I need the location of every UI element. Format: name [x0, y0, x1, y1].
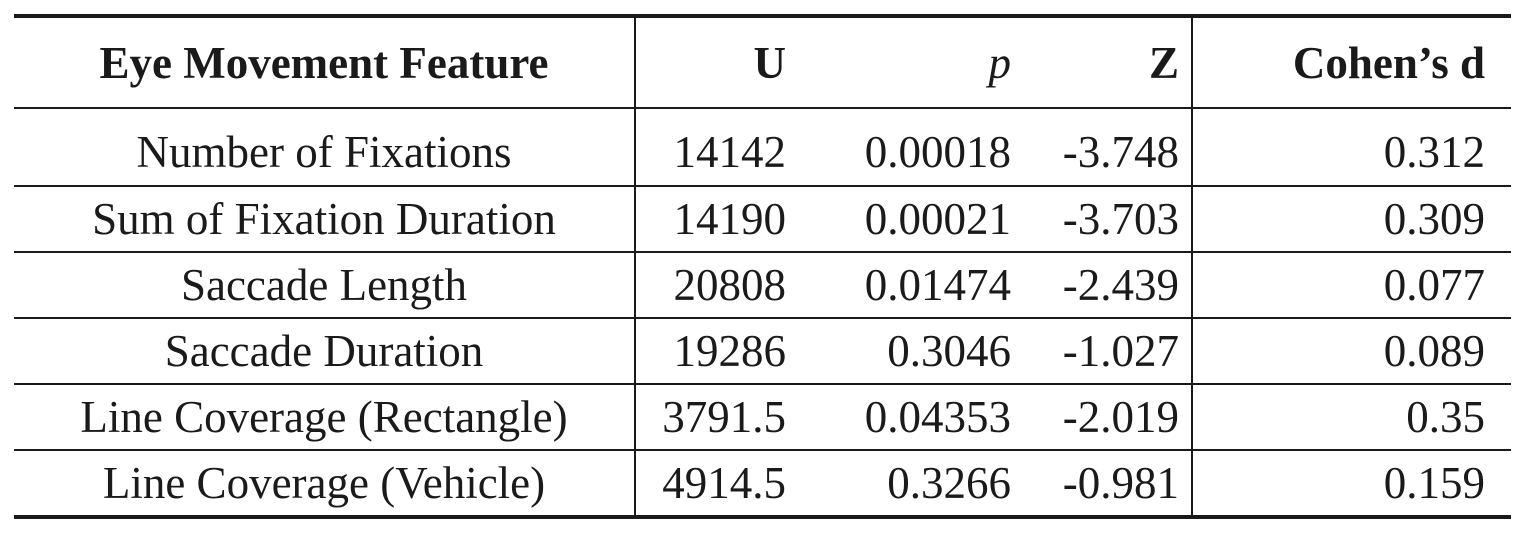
u-cell: 20808 [636, 253, 798, 317]
z-cell-value: -2.019 [1062, 392, 1179, 442]
feature-cell-value: Saccade Duration [164, 326, 484, 376]
u-cell-value: 20808 [673, 260, 787, 310]
p-cell: 0.00021 [798, 187, 1011, 251]
cohens-d-cell: 0.077 [1193, 253, 1511, 317]
z-cell: -3.748 [1011, 109, 1193, 185]
row-divider [14, 317, 1511, 319]
feature-cell-value: Number of Fixations [136, 127, 512, 177]
feature-cell-value: Line Coverage (Vehicle) [102, 458, 546, 508]
cohens-d-cell: 0.159 [1193, 451, 1511, 515]
header-d: Cohen’s d [1193, 18, 1511, 107]
z-cell-value: -2.439 [1062, 260, 1179, 310]
bottom-rule [14, 515, 1511, 519]
z-cell: -2.439 [1011, 253, 1193, 317]
header-feature: Eye Movement Feature [14, 18, 636, 107]
header-u-label: U [753, 37, 787, 88]
table-row: Line Coverage (Rectangle) 3791.5 0.04353 -2… [14, 385, 1511, 449]
table-row: Saccade Duration 19286 0.3046 -1.027 0.089 [14, 319, 1511, 383]
p-cell: 0.01474 [798, 253, 1011, 317]
table-row: Line Coverage (Vehicle) 4914.5 0.3266 -0.98… [14, 451, 1511, 515]
table-header-row: Eye Movement Feature U p Z Cohen’s d [14, 18, 1511, 107]
u-cell-value: 4914.5 [662, 458, 786, 508]
feature-cell: Line Coverage (Rectangle) [14, 385, 636, 449]
feature-cell: Line Coverage (Vehicle) [14, 451, 636, 515]
header-z-label: Z [1148, 37, 1179, 88]
row-divider [14, 449, 1511, 451]
feature-cell: Saccade Length [14, 253, 636, 317]
cohens-d-cell-value: 0.312 [1383, 127, 1485, 177]
row-divider [14, 185, 1511, 187]
p-cell-value: 0.04353 [864, 392, 1011, 442]
statistics-table: Eye Movement Feature U p Z Cohen’s d Num… [14, 14, 1511, 519]
p-cell-value: 0.3266 [887, 458, 1011, 508]
cohens-d-cell-value: 0.089 [1383, 326, 1485, 376]
p-cell: 0.3266 [798, 451, 1011, 515]
z-cell: -2.019 [1011, 385, 1193, 449]
header-rule [14, 107, 1511, 109]
header-d-label: Cohen’s d [1292, 37, 1485, 88]
feature-cell-value: Line Coverage (Rectangle) [80, 392, 568, 442]
cohens-d-cell: 0.35 [1193, 385, 1511, 449]
table-row: Sum of Fixation Duration 14190 0.00021 -3.7… [14, 187, 1511, 251]
z-cell: -0.981 [1011, 451, 1193, 515]
cohens-d-cell-value: 0.35 [1406, 392, 1485, 442]
top-rule [14, 14, 1511, 18]
feature-cell: Sum of Fixation Duration [14, 187, 636, 251]
cohens-d-cell: 0.309 [1193, 187, 1511, 251]
cohens-d-cell: 0.089 [1193, 319, 1511, 383]
p-cell-value: 0.3046 [887, 326, 1011, 376]
z-cell: -3.703 [1011, 187, 1193, 251]
feature-cell: Saccade Duration [14, 319, 636, 383]
u-cell: 4914.5 [636, 451, 798, 515]
feature-cell-value: Sum of Fixation Duration [92, 194, 556, 244]
table-body: Number of Fixations 14142 0.00018 -3.748 0.3… [14, 109, 1511, 515]
row-divider [14, 383, 1511, 385]
z-cell-value: -0.981 [1062, 458, 1179, 508]
p-cell-value: 0.00018 [864, 127, 1011, 177]
p-cell: 0.00018 [798, 109, 1011, 185]
u-cell-value: 19286 [673, 326, 787, 376]
z-cell: -1.027 [1011, 319, 1193, 383]
feature-cell: Number of Fixations [14, 109, 636, 185]
z-cell-value: -3.703 [1062, 194, 1179, 244]
header-u: U [636, 18, 798, 107]
header-p-label: p [988, 37, 1012, 88]
u-cell-value: 3791.5 [662, 392, 786, 442]
z-cell-value: -3.748 [1062, 127, 1179, 177]
p-cell-value: 0.01474 [864, 260, 1011, 310]
u-cell: 14142 [636, 109, 798, 185]
table-row: Number of Fixations 14142 0.00018 -3.748 0.3… [14, 109, 1511, 185]
u-cell-value: 14142 [673, 127, 787, 177]
header-p: p [798, 18, 1012, 107]
cohens-d-cell-value: 0.309 [1383, 194, 1485, 244]
cohens-d-cell: 0.312 [1193, 109, 1511, 185]
header-z: Z [1011, 18, 1193, 107]
feature-cell-value: Saccade Length [180, 260, 468, 310]
z-cell-value: -1.027 [1062, 326, 1179, 376]
p-cell: 0.04353 [798, 385, 1011, 449]
cohens-d-cell-value: 0.077 [1383, 260, 1485, 310]
cohens-d-cell-value: 0.159 [1383, 458, 1485, 508]
u-cell: 3791.5 [636, 385, 798, 449]
table-row: Saccade Length 20808 0.01474 -2.439 0.077 [14, 253, 1511, 317]
u-cell-value: 14190 [673, 194, 787, 244]
u-cell: 14190 [636, 187, 798, 251]
p-cell: 0.3046 [798, 319, 1011, 383]
u-cell: 19286 [636, 319, 798, 383]
row-divider [14, 251, 1511, 253]
p-cell-value: 0.00021 [864, 194, 1011, 244]
